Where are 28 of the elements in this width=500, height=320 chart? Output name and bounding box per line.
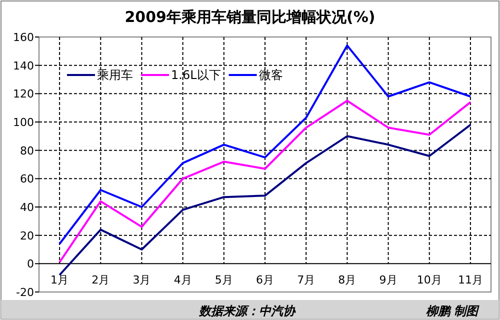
legend-label: 1.6L以下 — [171, 68, 221, 82]
y-tick-label: 160 — [13, 31, 34, 44]
x-tick-label: 2月 — [92, 274, 110, 287]
x-tick-label: 7月 — [297, 274, 316, 287]
source-note: 数据来源：中汽协 — [198, 304, 296, 318]
y-tick-label: 80 — [20, 144, 34, 158]
x-tick-label: 1月 — [50, 274, 69, 287]
x-tick-label: 6月 — [256, 274, 274, 287]
x-tick-label: 9月 — [379, 274, 398, 287]
y-tick-label: -20 — [16, 286, 34, 299]
text: 柳鹏 制图 — [424, 304, 480, 318]
y-tick-label: 40 — [20, 201, 34, 214]
line-series — [58, 100, 472, 264]
x-tick-label: 11月 — [458, 274, 483, 287]
y-tick-label: 120 — [13, 88, 34, 101]
y-tick-label: 0 — [27, 258, 34, 271]
y-tick-label: 20 — [20, 229, 34, 242]
line-series — [58, 44, 472, 245]
x-tick-label: 5月 — [214, 274, 233, 287]
y-tick-label: 140 — [13, 59, 34, 72]
y-tick-label: 100 — [13, 116, 34, 129]
x-tick-label: 3月 — [132, 274, 151, 287]
x-tick-label: 4月 — [174, 274, 192, 287]
chart-title: 2009年乘用车销量同比增幅状况(%) — [124, 8, 376, 26]
x-tick-label: 8月 — [338, 274, 356, 287]
y-tick-label: 60 — [20, 172, 34, 186]
x-tick-label: 10月 — [416, 274, 442, 287]
line-series — [58, 124, 472, 276]
